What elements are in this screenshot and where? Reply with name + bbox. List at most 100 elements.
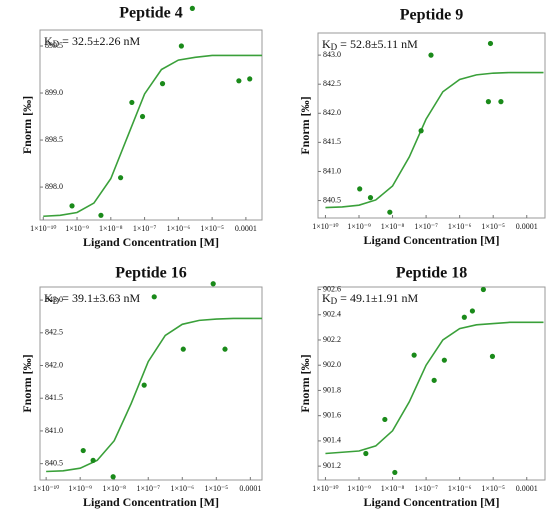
y-tick-label: 840.5: [323, 195, 341, 204]
x-tick-label: 1×10⁻⁹: [347, 222, 371, 231]
annotation-symbol: K: [322, 291, 331, 305]
y-tick-label: 899.0: [45, 88, 63, 97]
chart-title: Peptide 18: [396, 265, 468, 282]
x-tick-label: 1×10⁻⁹: [68, 484, 92, 493]
data-point: [382, 416, 388, 423]
x-tick-label: 1×10⁻⁹: [347, 484, 371, 493]
annotation-subscript: D: [53, 296, 60, 306]
data-point: [222, 346, 228, 352]
y-tick-label: 901.4: [323, 436, 341, 445]
y-axis-label: Fnorm [‰]: [298, 96, 312, 154]
data-point: [485, 99, 492, 105]
fit-curve: [46, 317, 262, 473]
panel: Peptide 16 1×10⁻¹⁰ 1×10⁻⁹ 1×10⁻⁸ 1×10⁻⁷ 1×10⁻…: [20, 265, 263, 509]
data-point: [90, 457, 96, 463]
annotation: KD = 49.1±1.91 nM: [322, 291, 419, 306]
y-tick-label: 843.0: [323, 50, 341, 59]
x-tick-label: 1×10⁻⁶: [448, 222, 472, 231]
y-tick-label: 842.5: [323, 79, 341, 88]
x-tick-label: 1×10⁻⁸: [381, 484, 405, 493]
annotation: KD = 52.8±5.11 nM: [322, 37, 418, 52]
x-axis-label: Ligand Concentration [M]: [364, 495, 500, 509]
x-tick-label: 1×10⁻⁵: [205, 484, 229, 493]
plot-frame: [39, 29, 263, 221]
data-point: [210, 281, 216, 287]
y-tick-label: 899.5: [45, 41, 63, 50]
x-tick-label: 1×10⁻⁷: [414, 484, 438, 493]
x-axis-label: Ligand Concentration [M]: [83, 235, 219, 249]
y-axis-label: Fnorm [‰]: [298, 354, 312, 412]
data-point: [363, 450, 369, 457]
y-tick-label: 901.6: [323, 410, 341, 419]
y-axis-label: Fnorm [‰]: [20, 354, 34, 412]
y-tick-label: 841.0: [323, 166, 341, 175]
x-axis-label: Ligand Concentration [M]: [83, 495, 219, 509]
data-point: [139, 113, 146, 120]
y-tick-label: 898.0: [45, 182, 63, 191]
data-point: [461, 314, 467, 320]
y-tick-label: 841.5: [323, 137, 341, 146]
x-tick-label: 1×10⁻⁸: [102, 484, 126, 493]
x-tick-label: 1×10⁻⁶: [167, 224, 191, 233]
annotation-symbol: K: [44, 291, 53, 305]
x-tick-label: 1×10⁻¹⁰: [33, 484, 59, 493]
y-tick-label: 902.2: [323, 335, 341, 344]
data-point: [357, 186, 363, 192]
data-point: [428, 52, 434, 58]
data-point: [110, 474, 116, 480]
data-point: [498, 99, 504, 105]
data-point: [180, 346, 186, 352]
x-tick-label: 1×10⁻⁷: [133, 224, 157, 233]
data-point: [178, 43, 184, 49]
data-point: [141, 382, 147, 388]
fit-curve: [325, 71, 544, 209]
fit-curve: [43, 54, 262, 218]
x-tick-label: 0.0001: [516, 484, 538, 493]
plot-frame: [317, 286, 546, 481]
annotation-subscript: D: [331, 42, 338, 52]
panel: Peptide 18 1×10⁻¹⁰ 1×10⁻⁹ 1×10⁻⁸ 1×10⁻⁷ 1×10⁻…: [298, 265, 546, 509]
data-point: [367, 195, 374, 201]
data-point: [236, 78, 242, 84]
data-point: [441, 357, 447, 363]
data-point: [98, 212, 104, 218]
data-point: [489, 353, 496, 359]
annotation-symbol: K: [44, 34, 53, 48]
y-axis-label: Fnorm [‰]: [20, 96, 34, 154]
chart-title: Peptide 4: [119, 5, 183, 22]
x-tick-label: 1×10⁻⁹: [65, 224, 89, 233]
y-tick-label: 901.2: [323, 461, 341, 470]
annotation-text: = 39.1±3.63 nM: [59, 291, 140, 305]
data-point: [480, 286, 486, 293]
panel: Peptide 9 1×10⁻¹⁰ 1×10⁻⁹ 1×10⁻⁸ 1×10⁻⁷ 1×10⁻⁶…: [298, 7, 546, 247]
y-tick-label: 841.5: [45, 393, 63, 402]
x-tick-label: 0.0001: [235, 224, 257, 233]
y-tick-label: 898.5: [45, 135, 63, 144]
chart-title: Peptide 16: [115, 265, 187, 282]
data-point: [411, 352, 417, 358]
x-tick-label: 1×10⁻¹⁰: [312, 222, 338, 231]
annotation-text: = 32.5±2.26 nM: [59, 34, 140, 48]
data-point: [387, 209, 393, 215]
y-tick-label: 842.0: [45, 360, 63, 369]
chart-title: Peptide 9: [400, 7, 464, 24]
y-tick-label: 843.0: [45, 295, 63, 304]
data-point: [487, 40, 494, 47]
x-tick-label: 1×10⁻⁵: [481, 222, 505, 231]
y-tick-label: 841.0: [45, 426, 63, 435]
y-tick-label: 902.4: [323, 310, 341, 319]
x-tick-label: 1×10⁻¹⁰: [30, 224, 56, 233]
plot-frame: [39, 286, 263, 481]
x-tick-label: 1×10⁻⁸: [99, 224, 123, 233]
x-tick-label: 1×10⁻⁷: [136, 484, 160, 493]
x-tick-label: 1×10⁻⁶: [448, 484, 472, 493]
y-tick-label: 840.5: [45, 458, 63, 467]
x-tick-label: 1×10⁻⁵: [481, 484, 505, 493]
data-point: [159, 81, 166, 87]
y-tick-label: 842.5: [45, 328, 63, 337]
x-tick-label: 1×10⁻⁷: [414, 222, 438, 231]
annotation: KD = 32.5±2.26 nM: [44, 34, 141, 49]
plot-frame: [317, 32, 546, 219]
fit-curve: [325, 321, 544, 455]
